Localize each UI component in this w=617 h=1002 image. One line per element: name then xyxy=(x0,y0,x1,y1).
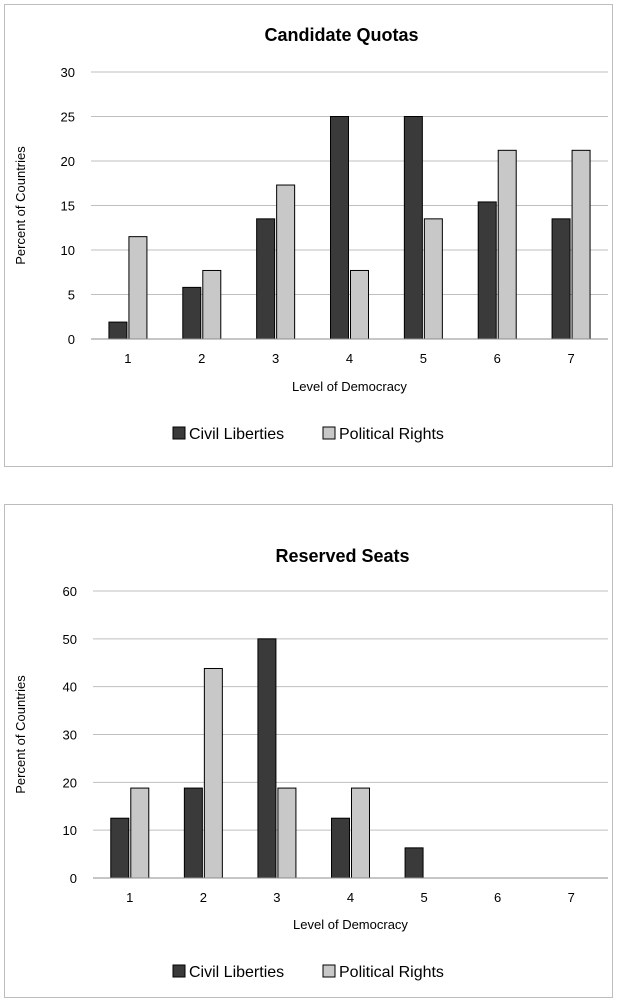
y-tick-label: 20 xyxy=(61,154,75,169)
y-tick-label: 60 xyxy=(63,584,77,599)
bar-political-rights-1 xyxy=(128,236,148,340)
x-tick-label: 7 xyxy=(568,890,575,905)
bar-political-rights-2 xyxy=(203,667,223,879)
y-tick-label: 10 xyxy=(61,243,75,258)
x-tick-label: 6 xyxy=(494,351,501,366)
y-tick-label: 0 xyxy=(68,332,75,347)
y-tick-label: 25 xyxy=(61,110,75,125)
x-tick-label: 4 xyxy=(346,351,353,366)
legend-swatch-civil-liberties xyxy=(172,426,186,440)
legend: Civil Liberties Political Rights xyxy=(172,426,444,443)
bar-political-rights-1 xyxy=(130,787,150,879)
bar-political-rights-6 xyxy=(497,149,517,340)
bar-civil-liberties-1 xyxy=(108,321,128,340)
legend-swatch-civil-liberties xyxy=(172,964,186,978)
bar-political-rights-3 xyxy=(276,184,296,340)
x-tick-label: 1 xyxy=(126,890,133,905)
bar-civil-liberties-3 xyxy=(257,638,277,879)
x-axis-label: Level of Democracy xyxy=(293,917,408,932)
legend-swatch-political-rights xyxy=(322,426,336,440)
bar-civil-liberties-4 xyxy=(331,817,350,879)
x-tick-label: 7 xyxy=(567,351,574,366)
y-axis-label: Percent of Countries xyxy=(13,675,28,794)
y-tick-label: 20 xyxy=(63,775,77,790)
x-tick-label: 5 xyxy=(420,890,427,905)
bar-civil-liberties-1 xyxy=(110,817,130,879)
legend-label-civil-liberties: Civil Liberties xyxy=(189,426,284,443)
bar-political-rights-5 xyxy=(423,218,443,340)
legend-label-civil-liberties: Civil Liberties xyxy=(189,964,284,981)
bar-civil-liberties-7 xyxy=(551,218,571,340)
reserved-seats-plot: Reserved Seats 0 10 20 30 40 50 60 1 2 3 4 5 6 7 Level … xyxy=(13,546,608,981)
y-tick-label: 30 xyxy=(61,65,75,80)
chart-title: Candidate Quotas xyxy=(264,25,418,45)
x-tick-label: 1 xyxy=(124,351,131,366)
y-axis-label: Percent of Countries xyxy=(13,146,28,265)
bar-civil-liberties-4 xyxy=(330,116,349,340)
y-tick-label: 15 xyxy=(61,199,75,214)
bar-civil-liberties-2 xyxy=(183,787,203,879)
bar-civil-liberties-3 xyxy=(256,218,276,340)
reserved-seats-chart: Reserved Seats 0 10 20 30 40 50 60 1 2 3 4 5 6 7 Level … xyxy=(4,504,613,998)
y-tick-label: 40 xyxy=(63,680,77,695)
bar-political-rights-4 xyxy=(350,269,369,340)
x-tick-label: 6 xyxy=(494,890,501,905)
x-axis-label: Level of Democracy xyxy=(292,379,407,394)
y-tick-label: 30 xyxy=(63,728,77,743)
x-tick-label: 5 xyxy=(420,351,427,366)
candidate-quotas-plot: Candidate Quotas 0 5 10 15 20 25 30 1 2 3 4 5 6 7 Level… xyxy=(13,25,608,443)
bar-political-rights-2 xyxy=(202,269,222,340)
legend-label-political-rights: Political Rights xyxy=(339,964,444,981)
chart-title: Reserved Seats xyxy=(275,546,409,566)
y-tick-label: 0 xyxy=(70,871,77,886)
x-tick-label: 3 xyxy=(273,890,280,905)
bar-civil-liberties-6 xyxy=(477,201,497,340)
y-tick-label: 5 xyxy=(68,288,75,303)
x-tick-label: 4 xyxy=(347,890,354,905)
bar-civil-liberties-2 xyxy=(182,286,202,340)
candidate-quotas-chart: Candidate Quotas 0 5 10 15 20 25 30 1 2 3 4 5 6 7 Level… xyxy=(4,4,613,467)
x-tick-label: 3 xyxy=(272,351,279,366)
bar-civil-liberties-5 xyxy=(404,847,424,879)
y-tick-label: 50 xyxy=(63,632,77,647)
legend-label-political-rights: Political Rights xyxy=(339,426,444,443)
legend: Civil Liberties Political Rights xyxy=(172,964,444,981)
x-tick-label: 2 xyxy=(200,890,207,905)
bar-political-rights-7 xyxy=(571,149,591,340)
bar-political-rights-4 xyxy=(351,787,370,879)
x-tick-label: 2 xyxy=(198,351,205,366)
bar-civil-liberties-5 xyxy=(403,116,423,340)
bar-political-rights-3 xyxy=(277,787,297,879)
legend-swatch-political-rights xyxy=(322,964,336,978)
y-tick-label: 10 xyxy=(63,823,77,838)
